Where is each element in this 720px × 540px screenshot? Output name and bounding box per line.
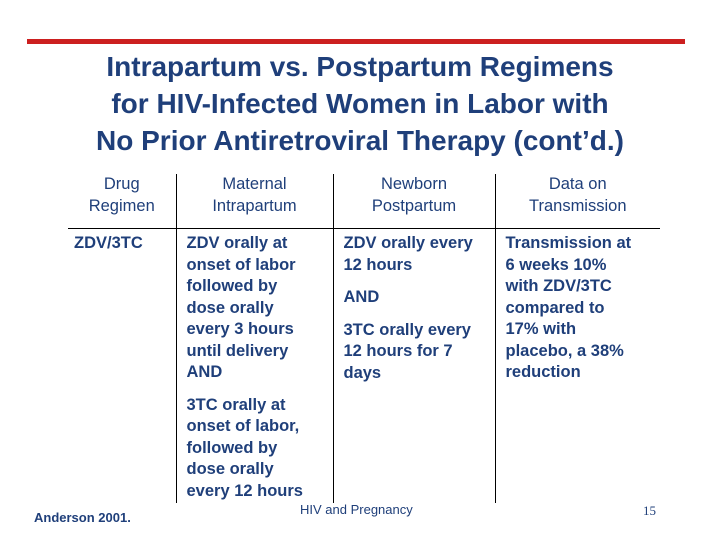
cell-drug: ZDV/3TC (68, 228, 177, 503)
cell-newborn-postpartum: ZDV orally every 12 hours AND 3TC orally… (333, 228, 496, 503)
slide-title: Intrapartum vs. Postpartum Regimens for … (40, 48, 680, 159)
table-row: ZDV/3TC ZDV orally at onset of labor fol… (68, 228, 660, 503)
cell-maternal-intrapartum: ZDV orally at onset of labor followed by… (176, 228, 334, 503)
regimen-table: Drug Regimen Maternal Intrapartum Newbor… (68, 174, 660, 503)
header-newborn-postpartum: Newborn Postpartum (333, 174, 496, 229)
header-data-on-transmission: Data on Transmission (495, 174, 660, 229)
citation: Anderson 2001. (34, 510, 131, 525)
slide-title-line: Intrapartum vs. Postpartum Regimens (106, 51, 614, 82)
header-drug-regimen: Drug Regimen (68, 174, 177, 229)
cell-data-on-transmission: Transmission at 6 weeks 10% with ZDV/3TC… (505, 234, 632, 381)
table-header-row: Drug Regimen Maternal Intrapartum Newbor… (68, 174, 660, 229)
title-accent-rule (27, 39, 685, 44)
slide-title-line: No Prior Antiretroviral Therapy (cont’d.… (96, 125, 624, 156)
header-maternal-intrapartum: Maternal Intrapartum (176, 174, 334, 229)
page-number: 15 (643, 503, 656, 518)
footer-presentation-title: HIV and Pregnancy (300, 502, 413, 517)
slide-title-line: for HIV-Infected Women in Labor with (111, 88, 609, 119)
